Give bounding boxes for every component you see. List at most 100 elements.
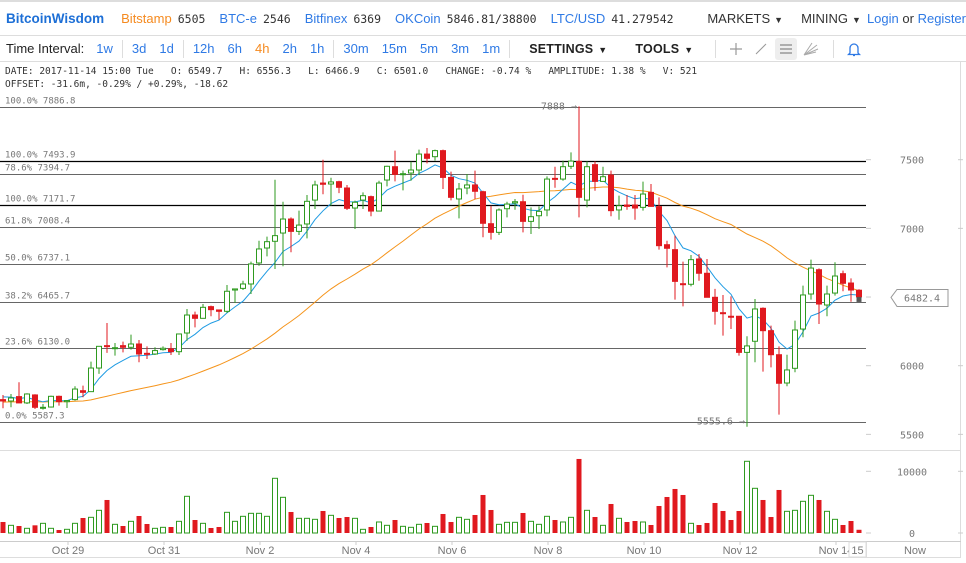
fan-tool-icon[interactable] [800, 38, 822, 60]
candle-body [848, 282, 854, 291]
fib-label: 23.6% 6130.0 [5, 338, 70, 348]
mining-menu-label: MINING [801, 11, 849, 26]
candle [248, 261, 254, 295]
market-ticker[interactable]: OKCoin 5846.81/38800 [395, 11, 537, 26]
candle-body [696, 258, 702, 274]
horizontal-lines-icon[interactable] [775, 37, 798, 60]
candle-body [144, 352, 150, 355]
date-label: Nov 8 [534, 545, 563, 557]
volume-bar [552, 519, 558, 533]
volume-bar [408, 526, 414, 534]
candle [464, 173, 470, 195]
interval-1h[interactable]: 1h [309, 41, 325, 56]
interval-1m[interactable]: 1m [482, 41, 501, 56]
candle [192, 311, 198, 328]
logo[interactable]: BitcoinWisdom [6, 11, 105, 26]
now-label: Now [904, 545, 926, 557]
candle-body [488, 223, 494, 233]
candle [344, 184, 350, 210]
date-label: Oct 29 [52, 545, 84, 557]
volume-bar [352, 517, 358, 534]
market-ticker[interactable]: Bitstamp 6505 [121, 11, 205, 26]
candle [72, 386, 78, 401]
candle-body [200, 306, 206, 319]
volume-bar [256, 512, 262, 534]
settings-menu[interactable]: SETTINGS ▼ [529, 42, 607, 56]
interval-3m[interactable]: 3m [451, 41, 470, 56]
interval-15m[interactable]: 15m [381, 41, 407, 56]
volume-bar [768, 516, 774, 533]
bell-icon[interactable] [843, 38, 865, 60]
fib-label: 0.0% 5587.3 [5, 412, 65, 422]
candle [184, 308, 190, 341]
candle [40, 404, 46, 410]
volume-bar [720, 510, 726, 533]
interval-3d[interactable]: 3d [131, 41, 147, 56]
register-link[interactable]: Register [917, 11, 966, 26]
candle [8, 393, 14, 408]
interval-30m[interactable]: 30m [343, 41, 369, 56]
candle-body [648, 191, 654, 207]
volume-bar [184, 495, 190, 534]
login-link[interactable]: Login [866, 11, 899, 26]
crosshair-icon[interactable] [725, 38, 747, 60]
candle [296, 210, 302, 235]
volume-bar [248, 512, 254, 534]
candle [640, 181, 646, 211]
candle [592, 161, 598, 191]
volume-bar [760, 499, 766, 533]
volume-bar [288, 511, 294, 533]
candle [672, 235, 678, 300]
candle [104, 322, 110, 353]
interval-1w[interactable]: 1w [96, 41, 113, 56]
volume-bar [600, 524, 606, 534]
market-ticker[interactable]: Bitfinex 6369 [305, 11, 381, 26]
interval-1d[interactable]: 1d [159, 41, 174, 56]
candle-body [824, 293, 830, 306]
candle [624, 194, 630, 210]
interval-6h[interactable]: 6h [227, 41, 242, 56]
candle-body [184, 314, 190, 334]
line-tool-icon[interactable] [750, 38, 772, 60]
candle-body [408, 169, 414, 174]
tools-menu[interactable]: TOOLS ▼ [635, 42, 693, 56]
candle [848, 278, 854, 302]
volume-bar [368, 526, 374, 533]
price-tick-label: 5500 [900, 430, 924, 441]
candle [824, 285, 830, 317]
volume-bar [280, 496, 286, 534]
candle-body [632, 204, 638, 209]
volume-bar [32, 525, 38, 533]
candle-body [832, 275, 838, 294]
interval-5m[interactable]: 5m [420, 41, 439, 56]
mining-menu[interactable]: MINING ▼ [801, 11, 861, 26]
volume-bar [336, 517, 342, 533]
candle-body [840, 273, 846, 284]
candle-body [64, 400, 70, 403]
candle-body [432, 150, 438, 158]
candle [568, 152, 574, 170]
candle-body [568, 160, 574, 167]
volume-bar [816, 499, 822, 533]
date-label: Nov 4 [342, 545, 371, 557]
market-ticker[interactable]: LTC/USD 41.279542 [551, 11, 674, 26]
market-ticker[interactable]: BTC-e 2546 [219, 11, 290, 26]
candle-body [384, 165, 390, 181]
candle-body [104, 345, 110, 348]
candle [632, 194, 638, 220]
candle [80, 385, 86, 398]
volume-bar [832, 518, 838, 534]
candle-body [128, 343, 134, 348]
candle [736, 315, 742, 356]
candle [840, 270, 846, 292]
candle [56, 395, 62, 406]
interval-12h[interactable]: 12h [192, 41, 215, 56]
volume-tick-label: 10000 [897, 467, 927, 478]
candle [600, 166, 606, 182]
interval-4h[interactable]: 4h [255, 41, 270, 56]
markets-menu[interactable]: MARKETS ▼ [707, 11, 783, 26]
candle [808, 259, 814, 300]
interval-2h[interactable]: 2h [282, 41, 297, 56]
volume-bar [224, 511, 230, 534]
